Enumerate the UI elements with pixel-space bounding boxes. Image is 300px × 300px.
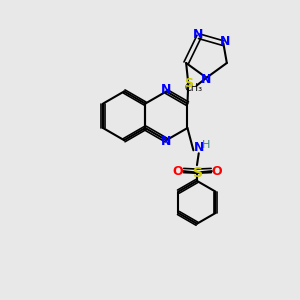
Text: N: N xyxy=(201,73,212,86)
Text: O: O xyxy=(212,165,223,178)
Text: H: H xyxy=(202,140,210,150)
Text: CH₃: CH₃ xyxy=(184,83,202,93)
Text: N: N xyxy=(220,35,230,48)
Text: N: N xyxy=(161,135,172,148)
Text: N: N xyxy=(193,28,203,41)
Text: O: O xyxy=(172,165,183,178)
Text: N: N xyxy=(194,141,204,154)
Text: S: S xyxy=(184,77,194,90)
Text: N: N xyxy=(161,83,172,97)
Text: S: S xyxy=(193,166,202,180)
